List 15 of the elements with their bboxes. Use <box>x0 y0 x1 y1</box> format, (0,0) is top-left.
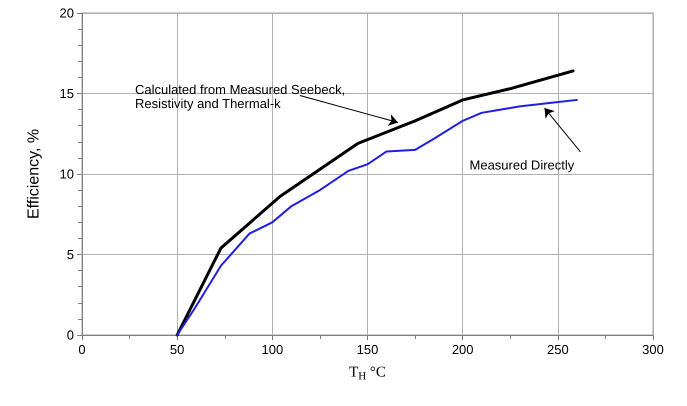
x-tick-label: 100 <box>261 342 284 357</box>
y-tick-label: 15 <box>60 86 74 101</box>
x-tick-label: 300 <box>642 342 664 357</box>
annotation: Measured Directly <box>470 157 575 172</box>
x-tick-label: 250 <box>546 342 569 357</box>
annotation: Calculated from Measured Seebeck, Resistivity and Thermal-k <box>134 82 346 111</box>
x-tick-label: 50 <box>170 342 184 357</box>
y-axis-title: Efficiency, % <box>26 128 42 220</box>
x-tick-label: 200 <box>452 342 474 357</box>
x-tick-label: 0 <box>78 342 86 357</box>
y-tick-label: 5 <box>66 247 74 262</box>
x-tick-label: 150 <box>356 342 378 357</box>
y-tick-label: 20 <box>60 6 74 20</box>
y-tick-label: 10 <box>60 166 74 182</box>
y-tick-label: 0 <box>66 328 74 342</box>
